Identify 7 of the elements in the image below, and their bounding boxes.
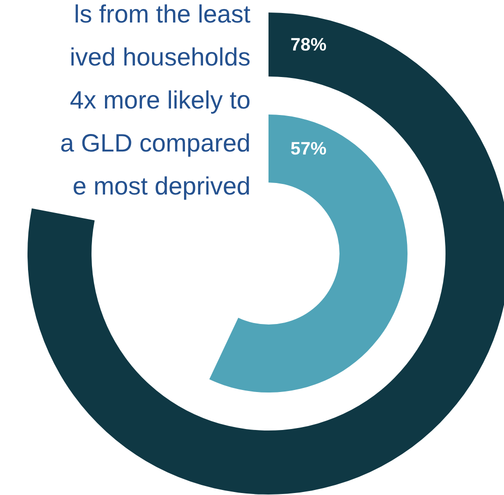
text: ls from the least: [74, 0, 251, 28]
data-label: 78%: [290, 34, 327, 54]
text: e most deprived: [72, 172, 251, 200]
data-label: 57%: [290, 138, 327, 158]
text: a GLD compared: [60, 130, 251, 158]
text: 4x more likely to: [70, 86, 251, 114]
text: ived households: [70, 44, 251, 72]
